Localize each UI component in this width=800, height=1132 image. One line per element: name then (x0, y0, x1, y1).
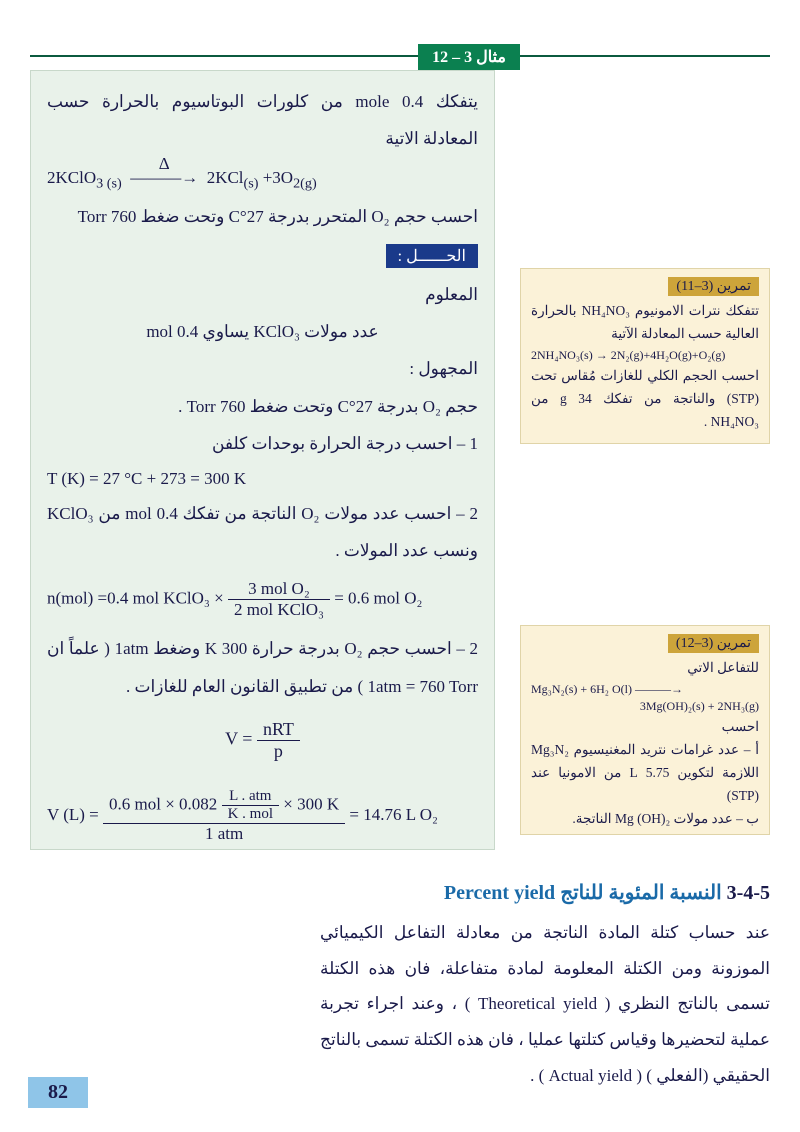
step-2: 2 – احسب عدد مولات O₂ الناتجة من تفكك 0.… (47, 495, 478, 570)
top-border (30, 55, 770, 57)
mole-calc: n(mol) =0.4 mol KClO₃ × 3 mol O₂ 2 mol K… (47, 579, 478, 620)
page-number: 82 (28, 1077, 88, 1108)
solution-label: الحــــــل : (386, 244, 478, 268)
known-label: المعلوم (47, 276, 478, 313)
exercise-box-1: تمرين (3–11) تتفكك نترات الامونيوم NH₄NO… (520, 268, 770, 444)
section-text: 3-4-5 النسبة المئوية للناتج Percent yiel… (320, 880, 770, 1093)
exercise-box-2: تمرين (3–12) للتفاعل الاتي Mg₃N₂(s) + 6H… (520, 625, 770, 835)
example-intro: يتفكك 0.4 mole من كلورات البوتاسيوم بالح… (47, 83, 478, 158)
temperature-calc: T (K) = 27 °C + 273 = 300 K (47, 469, 478, 489)
eq-part: 2KClO (47, 168, 96, 187)
exercise-2-p4: ب – عدد مولات Mg (OH)₂ الناتجة. (531, 808, 759, 831)
exercise-1-title: تمرين (3–11) (668, 277, 759, 296)
exercise-2-p1: للتفاعل الاتي (531, 657, 759, 680)
exercise-2-p3: أ – عدد غرامات نتريد المغنيسيوم Mg₃N₂ ال… (531, 739, 759, 808)
ideal-gas: V = nRT p (47, 719, 478, 762)
known-line: عدد مولات KClO₃ يساوي 0.4 mol (47, 313, 478, 350)
page: مثال 3 – 12 يتفكك 0.4 mole من كلورات الب… (0, 0, 800, 1132)
unknown-label: المجهول : (47, 350, 478, 387)
exercise-1-p2: احسب الحجم الكلي للغازات مُقاس تحت (STP)… (531, 365, 759, 434)
example-tag: مثال 3 – 12 (418, 44, 520, 70)
exercise-1-p1: تتفكك نترات الامونيوم NH₄NO₃ بالحرارة ال… (531, 300, 759, 346)
exercise-1-eq: 2NH₄NO₃(s) → 2N₂(g)+4H₂O(g)+O₂(g) (531, 348, 759, 363)
unknown-line: حجم O₂ بدرجة 27°C وتحت ضغط 760 Torr . (47, 388, 478, 425)
volume-calc: V (L) = 0.6 mol × 0.082 L . atm K . mol … (47, 788, 478, 844)
exercise-2-title: تمرين (3–12) (668, 634, 759, 653)
section-title-ar: النسبة المئوية للناتج (560, 882, 721, 904)
exercise-2-eq2: 3Mg(OH)₂(s) + 2NH₃(g) (531, 699, 759, 714)
section-heading: 3-4-5 النسبة المئوية للناتج Percent yiel… (320, 880, 770, 905)
section-title-en: Percent yield (444, 882, 555, 904)
example-question: احسب حجم O₂ المتحرر بدرجة 27°C وتحت ضغط … (47, 198, 478, 235)
exercise-2-eq1: Mg₃N₂(s) + 6H₂ O(l) ———→ (531, 682, 759, 697)
step-1: 1 – احسب درجة الحرارة بوحدات كلفن (47, 425, 478, 462)
eq-part: +3O (263, 168, 293, 187)
delta-symbol: Δ (159, 154, 170, 174)
example-equation: 2KClO3 (s) Δ ———→ 2KCl(s) +3O2(g) (47, 168, 478, 192)
section-paragraph: عند حساب كتلة المادة الناتجة من معادلة ا… (320, 915, 770, 1093)
example-box: يتفكك 0.4 mole من كلورات البوتاسيوم بالح… (30, 70, 495, 850)
exercise-2-p2: احسب (531, 716, 759, 739)
step-3: 2 – احسب حجم O₂ بدرجة حرارة 300 K وضغط 1… (47, 630, 478, 705)
eq-part: 2KCl (207, 168, 244, 187)
section-number: 3-4-5 (727, 882, 770, 904)
